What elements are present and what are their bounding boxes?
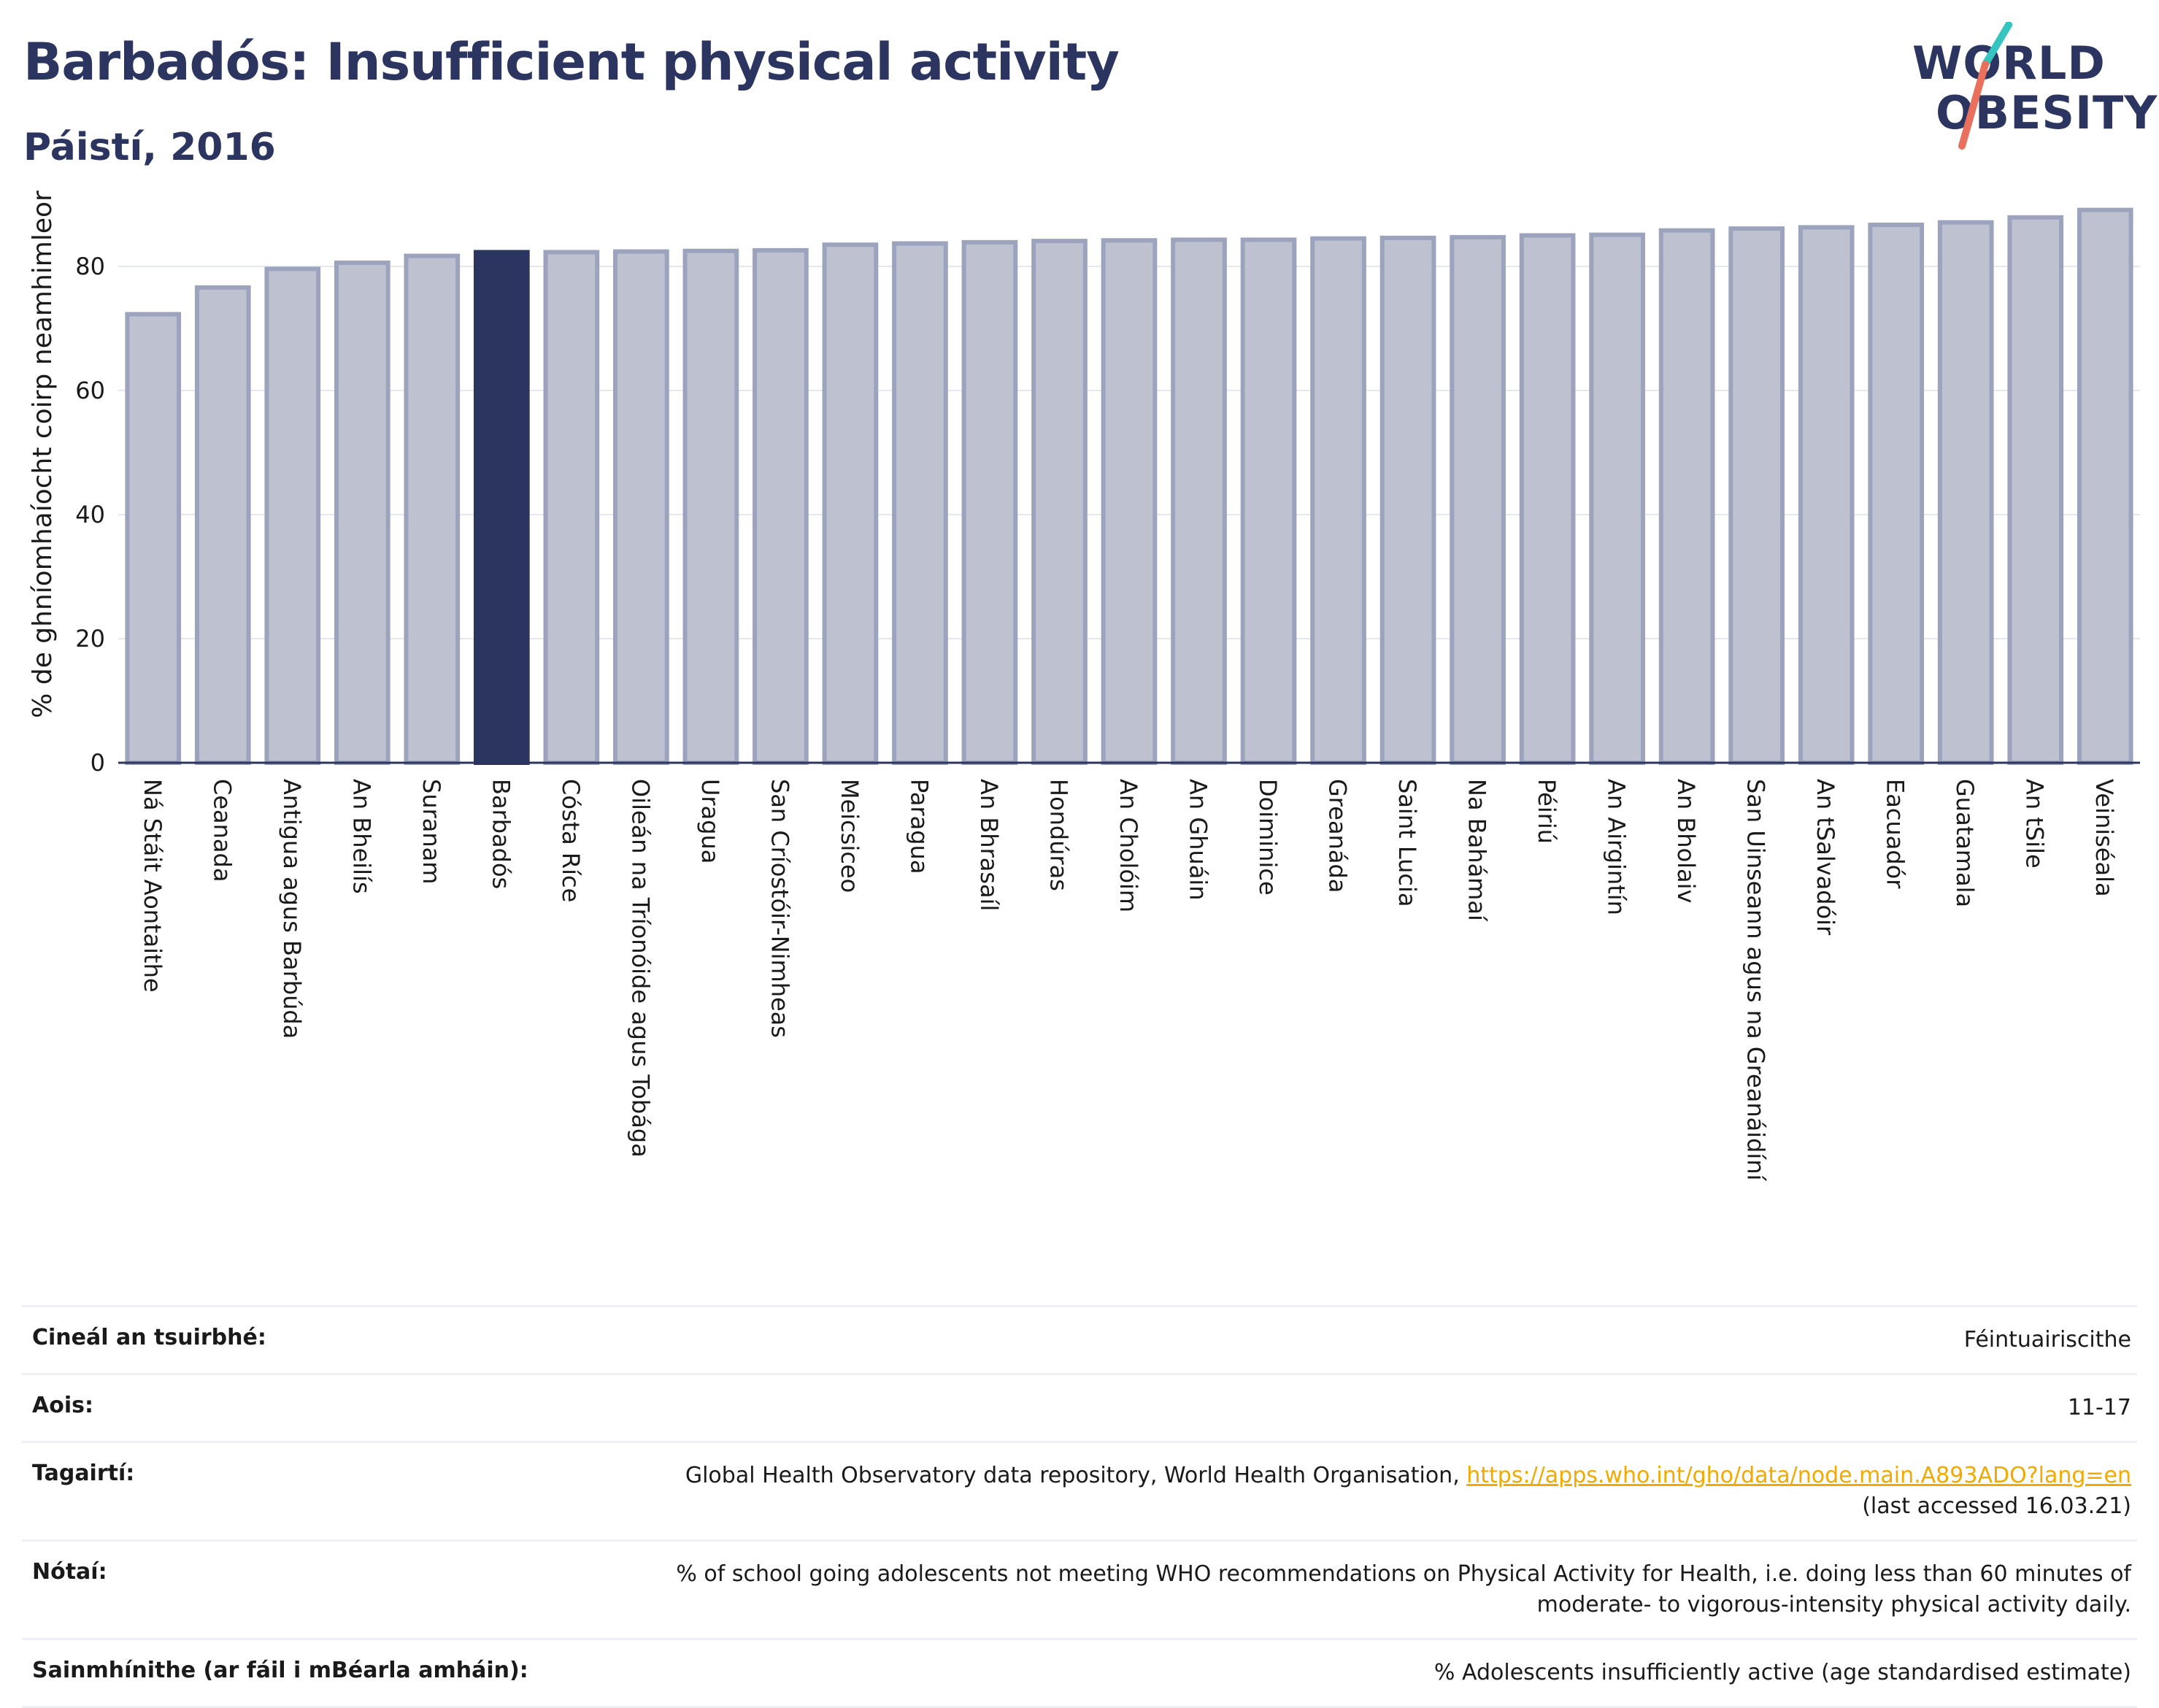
info-value: % of school going adolescents not meetin… bbox=[676, 1559, 2131, 1620]
y-tick-label: 80 bbox=[75, 253, 105, 280]
bar bbox=[1379, 235, 1436, 765]
x-tick-label: Péiriú bbox=[1533, 779, 1560, 844]
info-row-references: Tagairtí: Global Health Observatory data… bbox=[22, 1441, 2137, 1539]
bar bbox=[961, 239, 1018, 766]
info-row-notes: Nótaí: % of school going adolescents not… bbox=[22, 1539, 2137, 1638]
x-tick-label: Ná Stáit Aontaithe bbox=[139, 779, 166, 993]
x-tick-label: Paragua bbox=[905, 779, 933, 874]
bar bbox=[1031, 239, 1088, 765]
bar bbox=[1519, 233, 1576, 765]
x-tick-label: Saint Lucia bbox=[1393, 779, 1421, 907]
x-tick-label: Hondúras bbox=[1044, 779, 1072, 891]
bar bbox=[1240, 237, 1297, 765]
bar bbox=[1101, 238, 1158, 766]
x-tick-label: An Cholóim bbox=[1115, 779, 1142, 912]
page-title: Barbadós: Insufficient physical activity bbox=[23, 32, 1120, 92]
info-label: Aois: bbox=[32, 1393, 93, 1418]
info-table: Cineál an tsuirbhé: Féintuairiscithe Aoi… bbox=[22, 1305, 2137, 1708]
x-tick-label: An Bhrasaíl bbox=[975, 779, 1003, 911]
bar bbox=[1798, 225, 1855, 765]
x-tick-label: Doiminice bbox=[1254, 779, 1282, 896]
info-value: % Adolescents insufficiently active (age… bbox=[1433, 1660, 2131, 1685]
bar bbox=[125, 312, 182, 765]
bar bbox=[1658, 228, 1715, 765]
info-row-age: Aois: 11-17 bbox=[22, 1373, 2137, 1441]
bar bbox=[1589, 232, 1645, 765]
x-tick-label: Barbadós bbox=[487, 779, 515, 889]
bar bbox=[822, 242, 879, 765]
bar bbox=[1450, 235, 1506, 766]
bar bbox=[753, 247, 809, 765]
x-tick-label: Eacuadór bbox=[1882, 779, 1909, 889]
bar bbox=[1868, 223, 1925, 766]
x-tick-label: San Críostóir-Nimheas bbox=[766, 779, 793, 1038]
x-tick-label: Na Bahámaí bbox=[1463, 779, 1491, 922]
y-tick-label: 20 bbox=[75, 625, 105, 653]
info-label: Cineál an tsuirbhé: bbox=[32, 1325, 266, 1350]
info-label: Tagairtí: bbox=[32, 1461, 135, 1486]
x-tick-label: An Bholaiv bbox=[1672, 779, 1700, 903]
bar bbox=[194, 285, 251, 765]
bar bbox=[404, 253, 461, 766]
bar bbox=[2077, 207, 2133, 765]
x-tick-label: Guatamala bbox=[1951, 779, 1979, 907]
page-subtitle: Páistí, 2016 bbox=[23, 126, 276, 169]
x-tick-label: An tSile bbox=[2021, 779, 2049, 869]
y-tick-label: 60 bbox=[75, 377, 105, 404]
reference-link[interactable]: https://apps.who.int/gho/data/node.main.… bbox=[1466, 1463, 2131, 1488]
x-tick-label: Suranam bbox=[417, 779, 445, 884]
info-value: Féintuairiscithe bbox=[1963, 1327, 2131, 1353]
bar-chart: 0 20 40 60 80 % de ghníomhaíocht coirp neamhi… bbox=[28, 191, 2140, 1182]
bar bbox=[1171, 237, 1227, 765]
x-tick-label: Veiniséala bbox=[2090, 779, 2118, 897]
bar bbox=[892, 241, 948, 766]
info-label: Sainmhínithe (ar fáil i mBéarla amháin): bbox=[32, 1658, 528, 1683]
y-tick-label: 40 bbox=[75, 501, 105, 528]
x-tick-label: Greanáda bbox=[1324, 779, 1352, 893]
info-value: 11-17 bbox=[2067, 1395, 2131, 1420]
bar bbox=[2007, 215, 2064, 766]
x-tick-label: San Uinseann agus na Greanáidíní bbox=[1742, 779, 1770, 1182]
info-row-survey-type: Cineál an tsuirbhé: Féintuairiscithe bbox=[22, 1305, 2137, 1373]
x-tick-label: Antigua agus Barbúda bbox=[278, 779, 306, 1039]
x-tick-label: An tSalvadóir bbox=[1812, 779, 1839, 936]
notes-text-2: moderate- to vigorous-intensity physical… bbox=[1536, 1592, 2131, 1617]
notes-text: % of school going adolescents not meetin… bbox=[676, 1561, 2131, 1587]
reference-accessed: (last accessed 16.03.21) bbox=[1862, 1493, 2131, 1519]
bar bbox=[1310, 236, 1366, 765]
bar bbox=[1937, 220, 1994, 765]
y-tick-label: 0 bbox=[91, 749, 105, 777]
x-tick-label: Oileán na Tríonóide agus Tobága bbox=[626, 779, 654, 1158]
bar bbox=[334, 260, 390, 765]
bar bbox=[264, 266, 321, 765]
logo-slash-icon bbox=[1958, 22, 2012, 150]
x-tick-label: An Airgintín bbox=[1603, 779, 1631, 915]
logo-line-1: WORLD bbox=[1912, 36, 2106, 90]
bar bbox=[543, 250, 600, 765]
bar bbox=[613, 249, 669, 766]
y-axis-title: % de ghníomhaíocht coirp neamhimleor bbox=[28, 191, 58, 718]
x-tick-label: An Ghuáin bbox=[1185, 779, 1212, 900]
x-tick-label: Meicsiceo bbox=[836, 779, 863, 893]
x-tick-label: Uragua bbox=[696, 779, 724, 863]
bar bbox=[474, 250, 530, 765]
x-tick-label: Cósta Ríce bbox=[557, 779, 585, 902]
x-tick-label: An Bheilís bbox=[347, 779, 375, 894]
world-obesity-logo: WORLD OBESITY bbox=[1898, 22, 2157, 153]
info-value: Global Health Observatory data repositor… bbox=[685, 1461, 2131, 1522]
info-row-definitions: Sainmhínithe (ar fáil i mBéarla amháin):… bbox=[22, 1638, 2137, 1708]
info-label: Nótaí: bbox=[32, 1559, 107, 1585]
bar bbox=[1728, 226, 1785, 765]
reference-text: Global Health Observatory data repositor… bbox=[685, 1463, 1467, 1488]
bar bbox=[682, 248, 739, 765]
x-tick-label: Ceanada bbox=[208, 779, 236, 882]
